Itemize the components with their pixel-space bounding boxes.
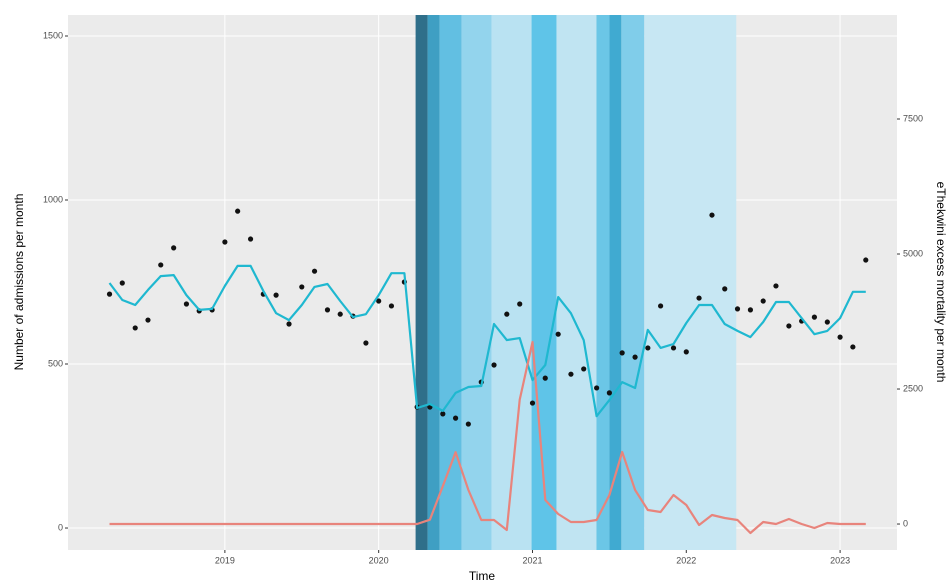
data-point [299, 284, 305, 290]
data-point [850, 344, 856, 350]
shaded-period [415, 15, 428, 550]
data-line [108, 264, 866, 418]
data-point [247, 236, 254, 242]
data-point [863, 257, 869, 263]
data-point [734, 306, 741, 312]
data-point [171, 245, 177, 251]
data-point [696, 295, 702, 301]
data-point [837, 334, 843, 340]
data-point [311, 268, 318, 274]
data-point [683, 349, 689, 355]
x-tick-label: 2021 [522, 555, 542, 565]
data-line [109, 340, 866, 535]
data-point [106, 291, 113, 297]
y2-tick-label: 0 [903, 518, 908, 528]
data-point [542, 375, 548, 381]
data-point [632, 354, 638, 360]
y2-tick-label: 7500 [903, 113, 923, 123]
data-point [709, 212, 715, 218]
data-point [158, 262, 164, 268]
data-point [222, 239, 228, 245]
shaded-period [491, 15, 532, 550]
shaded-period [439, 15, 462, 550]
data-point [824, 319, 830, 325]
shaded-period [596, 15, 610, 550]
data-point [581, 366, 587, 372]
data-point [145, 317, 151, 323]
data-point [235, 208, 241, 214]
data-point [440, 411, 446, 417]
data-point [529, 400, 536, 406]
data-point [786, 323, 792, 329]
data-point [606, 390, 612, 396]
x-tick-label: 2022 [676, 555, 696, 565]
y2-tick-label: 5000 [903, 248, 923, 258]
y-tick-label: 0 [58, 522, 63, 532]
data-point [504, 311, 510, 317]
data-point [555, 331, 561, 337]
shaded-period [556, 15, 597, 550]
data-point [452, 415, 459, 421]
data-point [324, 307, 331, 313]
data-point [619, 350, 625, 356]
shaded-period [531, 15, 557, 550]
y-tick-label: 1000 [43, 194, 63, 204]
x-tick-label: 2020 [369, 555, 389, 565]
data-point [388, 303, 395, 309]
data-point [286, 321, 292, 327]
y-axis-title: Number of admissions per month [12, 194, 26, 371]
data-point [376, 298, 382, 304]
data-point [773, 283, 779, 289]
data-point [645, 345, 651, 351]
y2-tick-label: 2500 [903, 383, 923, 393]
y-tick-label: 500 [48, 358, 63, 368]
data-point [658, 303, 664, 309]
data-point [568, 371, 574, 377]
shaded-period [427, 15, 440, 550]
data-point [594, 385, 600, 391]
x-tick-label: 2023 [830, 555, 850, 565]
data-point [119, 280, 125, 286]
data-point [491, 362, 497, 368]
data-point [273, 292, 279, 298]
data-point [337, 311, 343, 317]
x-tick-label: 2019 [215, 555, 235, 565]
data-point [363, 340, 369, 346]
data-point [465, 421, 471, 427]
data-point [722, 286, 728, 292]
data-point [747, 307, 754, 313]
data-point [760, 298, 766, 304]
shaded-period [609, 15, 622, 550]
data-point [183, 301, 190, 307]
data-point [811, 314, 818, 320]
shaded-period [461, 15, 492, 550]
shaded-period [644, 15, 737, 550]
data-point [517, 301, 523, 307]
shaded-period [621, 15, 645, 550]
data-point [132, 325, 138, 331]
y2-axis-title: eThekwini excess mortality per month [934, 182, 948, 383]
data-point [670, 345, 677, 351]
x-axis-title: Time [469, 569, 496, 583]
y-tick-label: 1500 [43, 30, 63, 40]
